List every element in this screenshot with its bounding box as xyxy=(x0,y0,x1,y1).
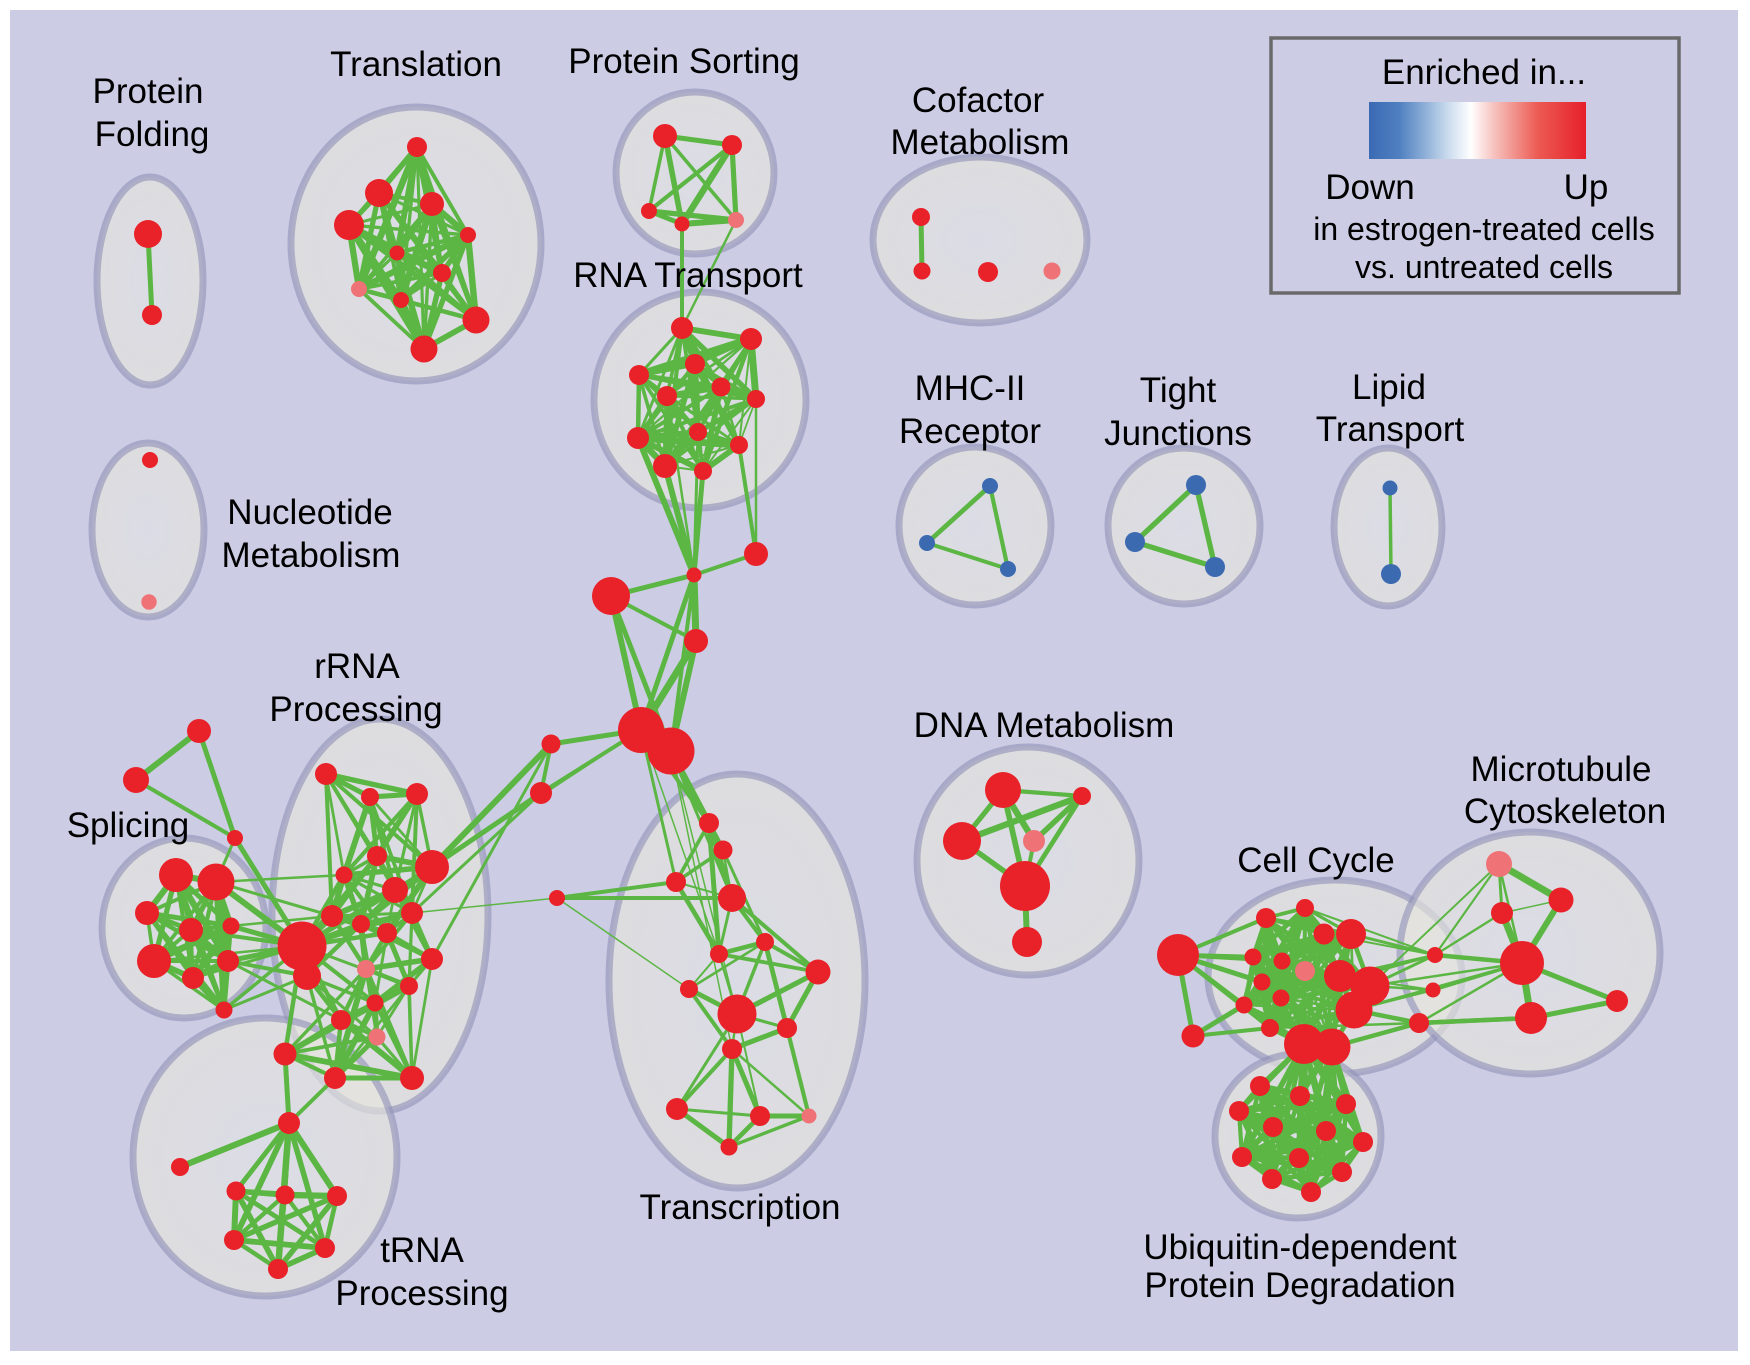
svg-text:vs. untreated cells: vs. untreated cells xyxy=(1355,249,1613,285)
svg-text:Transport: Transport xyxy=(1316,410,1465,449)
svg-text:Protein Degradation: Protein Degradation xyxy=(1144,1266,1455,1305)
svg-text:Transcription: Transcription xyxy=(640,1188,841,1227)
svg-text:Up: Up xyxy=(1564,168,1609,207)
svg-text:Protein: Protein xyxy=(93,72,204,111)
svg-text:rRNA: rRNA xyxy=(314,647,400,686)
svg-text:Processing: Processing xyxy=(335,1274,508,1313)
svg-text:Down: Down xyxy=(1325,168,1414,207)
svg-text:Cofactor: Cofactor xyxy=(912,81,1045,120)
svg-text:tRNA: tRNA xyxy=(380,1231,464,1270)
svg-text:Cell Cycle: Cell Cycle xyxy=(1237,841,1395,880)
svg-text:Tight: Tight xyxy=(1140,371,1217,410)
svg-text:DNA Metabolism: DNA Metabolism xyxy=(914,706,1175,745)
svg-text:Processing: Processing xyxy=(269,690,442,729)
svg-text:Lipid: Lipid xyxy=(1352,368,1426,407)
svg-text:Enriched in...: Enriched in... xyxy=(1382,53,1586,92)
svg-text:MHC-II: MHC-II xyxy=(915,369,1026,408)
svg-text:Receptor: Receptor xyxy=(899,412,1041,451)
svg-text:Translation: Translation xyxy=(330,45,502,84)
svg-text:Metabolism: Metabolism xyxy=(891,123,1070,162)
svg-text:Microtubule: Microtubule xyxy=(1471,750,1652,789)
svg-text:Metabolism: Metabolism xyxy=(222,536,401,575)
svg-text:Splicing: Splicing xyxy=(67,806,190,845)
svg-text:Folding: Folding xyxy=(95,115,210,154)
svg-text:Cytoskeleton: Cytoskeleton xyxy=(1464,792,1666,831)
svg-text:Nucleotide: Nucleotide xyxy=(227,493,392,532)
svg-text:in estrogen-treated cells: in estrogen-treated cells xyxy=(1313,211,1655,247)
svg-text:Ubiquitin-dependent: Ubiquitin-dependent xyxy=(1143,1228,1457,1267)
svg-text:RNA Transport: RNA Transport xyxy=(573,256,803,295)
svg-text:Protein Sorting: Protein Sorting xyxy=(568,42,800,81)
svg-text:Junctions: Junctions xyxy=(1104,414,1252,453)
